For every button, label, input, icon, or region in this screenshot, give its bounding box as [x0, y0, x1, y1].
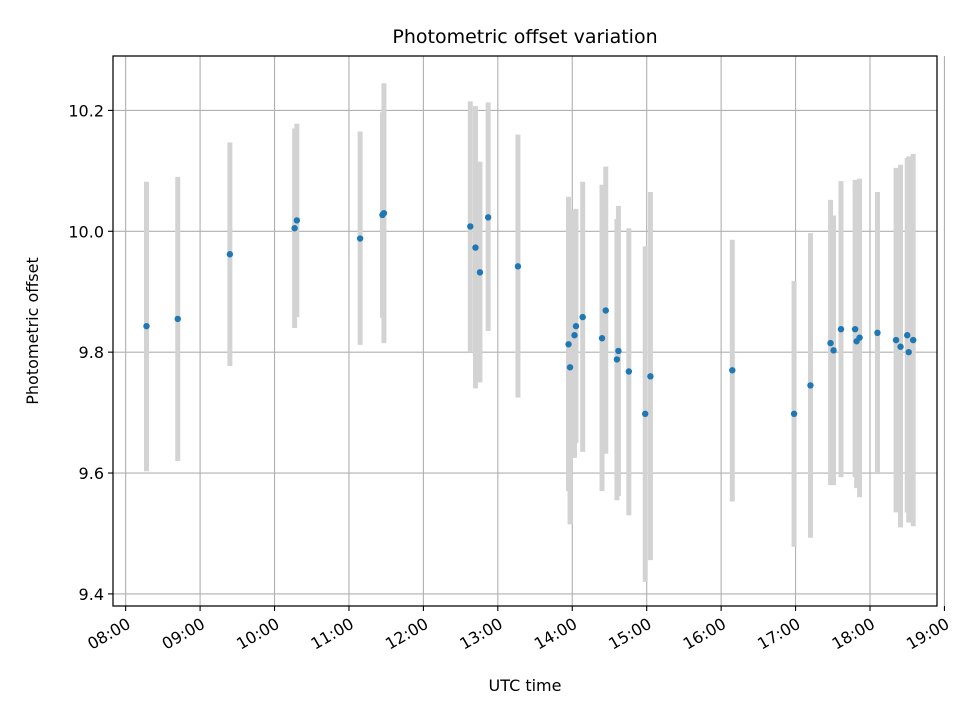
data-point: [790, 410, 798, 418]
data-point: [904, 332, 911, 339]
data-point: [476, 269, 484, 276]
data-point: [143, 322, 150, 330]
data-point: [484, 214, 492, 221]
data-point: [571, 332, 578, 339]
data-point: [380, 209, 388, 217]
data-point: [472, 244, 479, 251]
y-axis-title: Photometric offset: [23, 257, 42, 405]
data-point: [579, 313, 586, 321]
data-point: [856, 334, 863, 341]
data-point: [467, 223, 474, 230]
y-tick-label: 10.2: [68, 101, 104, 120]
data-point: [291, 225, 298, 232]
data-point: [602, 307, 609, 314]
data-point: [837, 325, 845, 333]
data-point: [226, 251, 234, 258]
data-point: [729, 367, 736, 374]
data-point: [174, 315, 181, 323]
data-point: [897, 343, 904, 350]
y-tick-label: 9.8: [79, 343, 104, 362]
data-point: [892, 336, 900, 344]
data-point: [613, 356, 621, 363]
y-tick-label: 9.6: [79, 464, 104, 483]
data-point: [572, 322, 580, 330]
data-point: [615, 347, 622, 355]
data-point: [909, 336, 917, 344]
data-point: [830, 347, 837, 354]
chart-title: Photometric offset variation: [392, 26, 657, 48]
data-point: [565, 341, 572, 348]
data-point: [598, 335, 606, 342]
data-point: [807, 382, 814, 389]
data-point: [851, 325, 859, 333]
y-axis: 9.4 9.6 9.8 10.0 10.2: [68, 101, 113, 604]
data-point: [642, 410, 649, 418]
data-point: [514, 263, 522, 270]
data-point: [625, 368, 633, 375]
x-axis-title: UTC time: [489, 676, 562, 695]
data-point: [827, 339, 834, 347]
data-point: [293, 217, 301, 224]
data-point: [356, 235, 364, 242]
plot-frame: [112, 55, 938, 607]
data-point: [647, 373, 654, 380]
y-tick-label: 9.4: [79, 585, 104, 604]
data-points: [143, 209, 917, 418]
y-tick-label: 10.0: [68, 222, 104, 241]
data-point: [566, 364, 574, 371]
data-point: [905, 348, 912, 356]
data-point: [874, 329, 881, 337]
